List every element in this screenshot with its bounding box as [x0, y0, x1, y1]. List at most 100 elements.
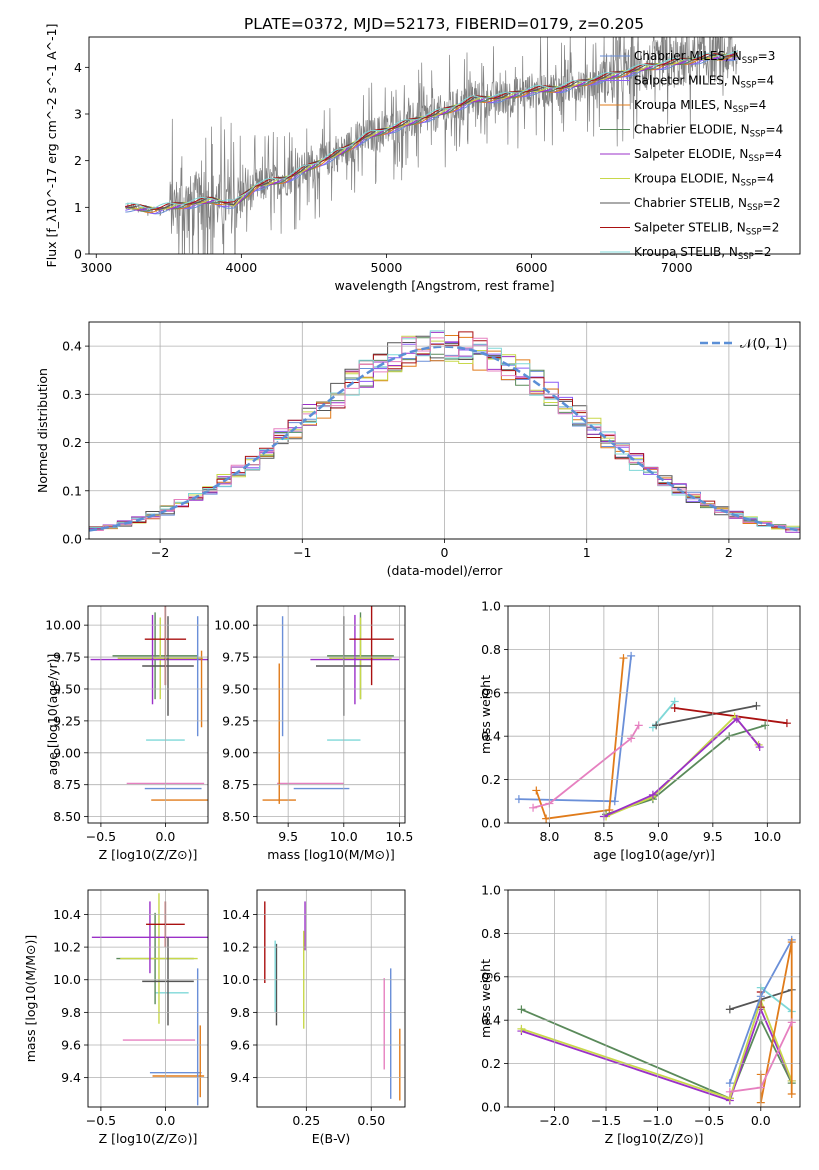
y-tick-label: 9.6: [61, 1038, 81, 1053]
y-tick-label: 9.4: [61, 1070, 81, 1085]
panel-residuals: −2 −1 0 1 2 0.0 0.1 0.2 0.3 0.4 (data-model)/error…: [35, 321, 801, 578]
weight-line: [605, 715, 760, 818]
x-tick-label: 4000: [225, 260, 257, 275]
x-tick-label: −0.5: [86, 1113, 116, 1128]
figure-title: PLATE=0372, MJD=52173, FIBERID=0179, z=0…: [244, 15, 644, 33]
plot-area: [514, 651, 791, 823]
y-tick-label: 8.50: [222, 809, 250, 824]
legend-subscript: SSP: [748, 154, 764, 164]
plot-area: [91, 893, 208, 1106]
x-tick-label: −1.0: [642, 1113, 672, 1128]
plus-marker: [634, 721, 643, 730]
plus-marker: [542, 814, 551, 823]
x-axis-label: age [log10(age/yr)]: [593, 847, 715, 862]
weight-line: [535, 658, 625, 820]
legend-entry: Salpeter MILES, NSSP=4: [634, 74, 774, 91]
panel-mass_vs_EBV: 0.25 0.50 9.4 9.6 9.8 10.0 10.2 10.4 E(B-V): [222, 889, 406, 1146]
legend-entry: 𝒩(0, 1): [740, 337, 787, 352]
x-tick-label: 2: [725, 545, 733, 560]
y-tick-label: 9.00: [222, 745, 250, 760]
plus-marker: [725, 1087, 734, 1096]
plot-area: [125, 37, 738, 254]
legend-model: Chabrier MILES, N: [634, 49, 742, 63]
y-tick-label: 9.25: [53, 713, 81, 728]
y-tick-label: 10.0: [222, 972, 250, 987]
legend-nssp: =4: [764, 147, 782, 161]
plus-marker: [725, 1005, 734, 1014]
x-tick-label: 0.0: [155, 829, 175, 844]
plus-marker: [787, 938, 796, 947]
x-tick-label: 8.5: [594, 829, 614, 844]
legend-subscript: SSP: [741, 179, 757, 189]
legend-model: Chabrier ELODIE, N: [634, 123, 750, 137]
x-tick-label: −0.5: [86, 829, 116, 844]
legend-subscript: SSP: [738, 252, 754, 262]
y-tick-label: 10.00: [214, 618, 250, 633]
model-spectrum: [125, 57, 738, 215]
y-tick-label: 0.3: [62, 387, 82, 402]
y-axis-label: mass weight: [478, 675, 493, 754]
y-tick-label: 10.4: [53, 907, 81, 922]
y-tick-label: 2: [74, 153, 82, 168]
x-tick-label: 6000: [516, 260, 548, 275]
axes-frame: [88, 321, 801, 540]
y-tick-label: 10.2: [222, 940, 250, 955]
y-tick-label: 0.2: [481, 1056, 501, 1071]
legend-entry: Salpeter ELODIE, NSSP=4: [634, 147, 782, 164]
legend-subscript: SSP: [733, 105, 749, 115]
y-tick-label: 9.25: [222, 713, 250, 728]
model-spectrum: [125, 52, 738, 210]
model-spectrum: [125, 56, 738, 215]
legend-entry: Kroupa ELODIE, NSSP=4: [634, 172, 774, 189]
plus-marker: [529, 803, 538, 812]
plus-marker: [648, 790, 657, 799]
legend-entry: Kroupa MILES, NSSP=4: [634, 98, 766, 115]
y-tick-label: 10.2: [53, 940, 81, 955]
x-tick-label: 1: [583, 545, 591, 560]
y-tick-label: 3: [74, 107, 82, 122]
legend-nssp: =2: [763, 196, 781, 210]
panel-age_vs_mass: 9.5 10.0 10.5 8.50 8.75 9.00 9.25 9.50 9.75 10.00…: [214, 605, 414, 862]
x-tick-label: 7000: [661, 260, 693, 275]
axes-frame: [507, 889, 801, 1108]
x-tick-label: 10.0: [330, 829, 358, 844]
y-axis-label: mass [log10(M/M⊙)]: [23, 935, 38, 1063]
y-axis-label: Flux [f_λ10^-17 erg cm^-2 s^-1 A^-1]: [44, 24, 59, 268]
y-tick-label: 0.0: [481, 1100, 501, 1115]
y-tick-label: 0.8: [481, 926, 501, 941]
y-tick-label: 9.75: [222, 650, 250, 665]
axes-frame: [256, 889, 406, 1108]
plus-marker: [610, 797, 619, 806]
plus-marker: [787, 1089, 796, 1098]
plus-marker: [514, 795, 523, 804]
y-tick-label: 10.4: [222, 907, 250, 922]
x-tick-label: 0.25: [292, 1113, 320, 1128]
y-tick-label: 0.4: [481, 1013, 501, 1028]
legend-model: Chabrier STELIB, N: [634, 196, 747, 210]
x-axis-label: (data-model)/error: [387, 563, 504, 578]
legend-nssp: =4: [756, 172, 774, 186]
legend-subscript: SSP: [746, 228, 762, 238]
legend-nssp: =3: [758, 49, 776, 63]
x-tick-label: 10.5: [386, 829, 414, 844]
y-tick-label: 8.75: [53, 777, 81, 792]
plot-area: [517, 935, 796, 1107]
x-tick-label: 3000: [80, 260, 112, 275]
weight-line: [532, 724, 640, 809]
y-tick-label: 0.6: [481, 969, 501, 984]
y-axis-label: mass weight: [478, 959, 493, 1038]
legend-model: Salpeter STELIB, N: [634, 221, 746, 235]
axes-frame: [88, 36, 801, 255]
x-tick-label: −2.0: [539, 1113, 569, 1128]
plus-marker: [725, 1079, 734, 1088]
legend-nssp: =2: [754, 245, 772, 259]
x-tick-label: 10.0: [753, 829, 781, 844]
plus-marker: [532, 786, 541, 795]
x-tick-label: 9.5: [703, 829, 723, 844]
axes-frame: [507, 605, 801, 824]
legend-entry: Chabrier MILES, NSSP=3: [634, 49, 775, 66]
y-tick-label: 0.6: [481, 685, 501, 700]
legend-model: Kroupa MILES, N: [634, 98, 733, 112]
x-tick-label: −0.5: [694, 1113, 724, 1128]
